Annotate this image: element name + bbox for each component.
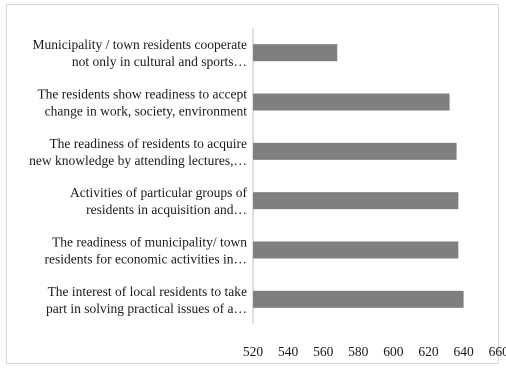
x-tick-label: 600 (383, 344, 404, 359)
category-label: Municipality / town residents cooperate n… (33, 37, 247, 69)
bar (253, 142, 457, 160)
category-label: Activities of particular groups of reside… (70, 185, 247, 217)
x-tick-label: 640 (453, 344, 474, 359)
x-tick-label: 620 (418, 344, 439, 359)
bar (253, 192, 459, 210)
category-label: The residents show readiness to accept ch… (37, 87, 247, 119)
x-tick-label: 560 (313, 344, 334, 359)
bar (253, 241, 459, 259)
x-tick-label: 540 (278, 344, 299, 359)
bar (253, 44, 338, 62)
category-label: The readiness of municipality/ town resid… (45, 235, 248, 267)
category-label: The interest of local residents to take p… (46, 284, 247, 316)
bar (253, 290, 464, 308)
category-label: The readiness of residents to acquire new… (29, 136, 247, 168)
bar (253, 93, 450, 111)
x-tick-label: 660 (489, 344, 506, 359)
x-tick-label: 580 (348, 344, 369, 359)
x-tick-label: 520 (243, 344, 264, 359)
